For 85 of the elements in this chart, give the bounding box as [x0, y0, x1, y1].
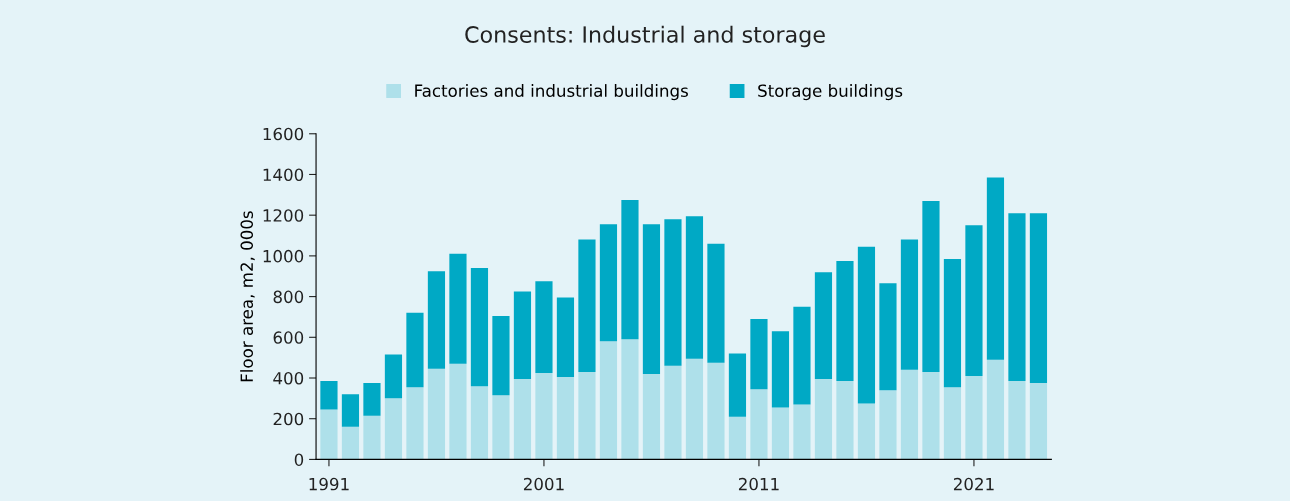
bar [965, 375, 983, 460]
bar [771, 331, 790, 408]
bar [857, 246, 876, 404]
y-tick-label: 400 [273, 371, 304, 385]
bar [513, 379, 532, 460]
bar [771, 407, 790, 460]
bar [578, 239, 596, 372]
bar [492, 395, 510, 460]
bar [728, 353, 747, 417]
bar [879, 390, 897, 460]
bar [836, 260, 854, 382]
bar [470, 386, 489, 460]
y-tick-label: 800 [273, 290, 304, 304]
bar [341, 394, 360, 427]
bar [621, 199, 639, 340]
bar [707, 243, 725, 363]
bar [535, 372, 553, 460]
x-tick-label: 1991 [309, 477, 349, 491]
bar [384, 354, 403, 399]
bar [1008, 213, 1026, 382]
bar [922, 371, 940, 460]
bar [320, 381, 338, 410]
bar [793, 306, 811, 405]
bar [363, 383, 381, 416]
bar [384, 398, 403, 460]
bar [363, 415, 381, 460]
bar [492, 315, 510, 396]
bar [449, 363, 467, 460]
bar [664, 219, 682, 366]
bar [879, 283, 897, 391]
bar [427, 368, 446, 460]
y-tick-label: 1400 [263, 168, 304, 182]
bar [836, 381, 854, 460]
bar [943, 387, 962, 460]
chart-title: Consents: Industrial and storage [465, 25, 825, 48]
bar [599, 341, 618, 460]
legend-label: Storage buildings [758, 84, 903, 101]
bar [406, 312, 424, 388]
bar [449, 253, 467, 364]
y-tick-label: 600 [273, 331, 304, 344]
bar [857, 403, 876, 460]
bar [922, 200, 940, 372]
bar [728, 416, 747, 460]
bar [793, 404, 811, 460]
x-tick-label: 2021 [953, 477, 994, 491]
bar [513, 291, 532, 380]
bar [642, 373, 661, 460]
y-tick-label: 1200 [263, 209, 304, 222]
bar [900, 369, 919, 460]
x-tick-label: 2001 [523, 477, 564, 491]
bar [427, 271, 446, 369]
bar [1029, 213, 1048, 384]
bar [685, 358, 704, 460]
bar [341, 426, 360, 460]
y-tick-label: 200 [273, 412, 304, 426]
bar [621, 339, 639, 460]
bar [750, 389, 768, 460]
bar [1008, 381, 1026, 460]
bar [943, 258, 962, 388]
x-tick-label: 2011 [738, 477, 779, 491]
bar [685, 216, 704, 359]
bar [556, 297, 575, 377]
bar [965, 225, 983, 376]
bar [320, 409, 338, 460]
y-tick-label: 1600 [263, 127, 304, 141]
bar [814, 379, 833, 460]
bar [707, 362, 725, 460]
bar [406, 387, 424, 460]
bar [1029, 383, 1048, 460]
bar [556, 376, 575, 460]
bar [814, 272, 833, 380]
bar [578, 371, 596, 460]
bar [642, 224, 661, 374]
y-axis-title: Floor area, m2, 000s [240, 211, 255, 382]
legend-label: Factories and industrial buildings [415, 84, 688, 101]
bar [900, 239, 919, 370]
bar [664, 365, 682, 460]
bar [470, 268, 489, 387]
y-tick-label: 1000 [263, 249, 304, 263]
bar [750, 318, 768, 390]
bar [535, 281, 553, 373]
bar [599, 224, 618, 342]
bar [986, 177, 1005, 360]
bar [986, 359, 1005, 460]
y-tick-label: 0 [294, 453, 304, 466]
